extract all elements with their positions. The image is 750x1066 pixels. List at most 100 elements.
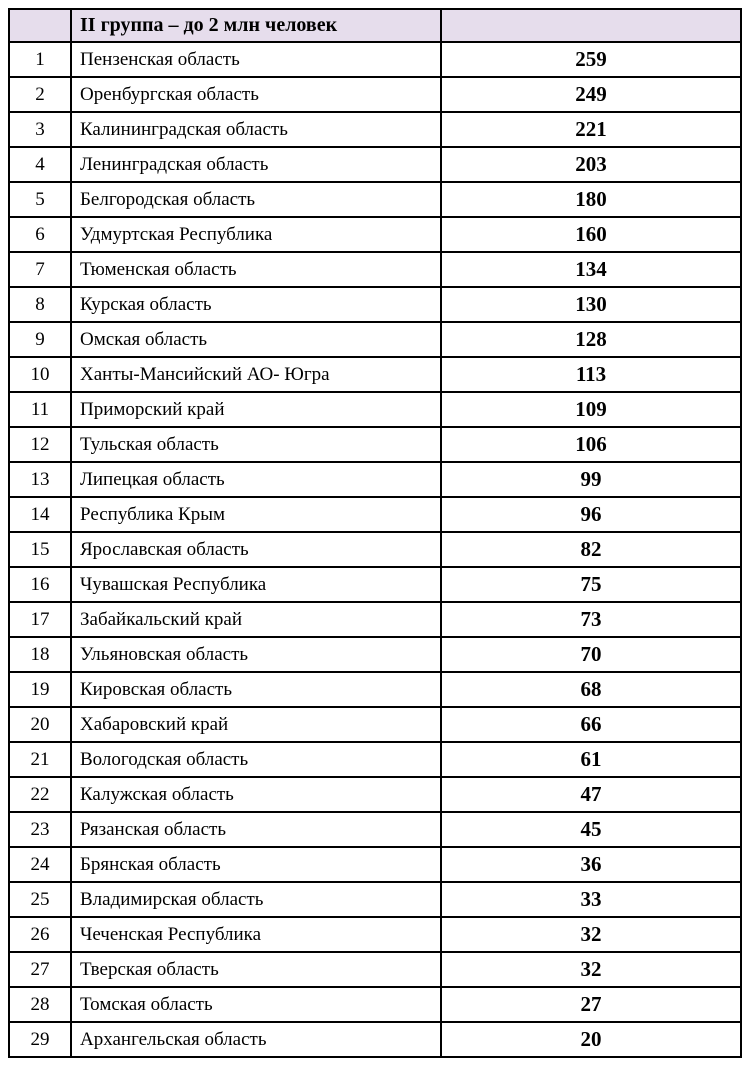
row-value: 259 bbox=[441, 42, 741, 77]
row-number: 26 bbox=[9, 917, 71, 952]
table-row: 28Томская область27 bbox=[9, 987, 741, 1022]
table-row: 21Вологодская область61 bbox=[9, 742, 741, 777]
row-number: 3 bbox=[9, 112, 71, 147]
row-value: 160 bbox=[441, 217, 741, 252]
row-region-name: Тульская область bbox=[71, 427, 441, 462]
row-number: 21 bbox=[9, 742, 71, 777]
table-row: 27Тверская область32 bbox=[9, 952, 741, 987]
table-row: 8Курская область130 bbox=[9, 287, 741, 322]
row-number: 27 bbox=[9, 952, 71, 987]
row-value: 109 bbox=[441, 392, 741, 427]
row-number: 29 bbox=[9, 1022, 71, 1057]
table-row: 16Чувашская Республика75 bbox=[9, 567, 741, 602]
row-region-name: Тверская область bbox=[71, 952, 441, 987]
table-row: 4Ленинградская область203 bbox=[9, 147, 741, 182]
row-value: 82 bbox=[441, 532, 741, 567]
row-region-name: Чеченская Республика bbox=[71, 917, 441, 952]
table-body: II группа – до 2 млн человек 1Пензенская… bbox=[9, 9, 741, 1057]
row-region-name: Кировская область bbox=[71, 672, 441, 707]
row-value: 27 bbox=[441, 987, 741, 1022]
row-number: 24 bbox=[9, 847, 71, 882]
row-region-name: Оренбургская область bbox=[71, 77, 441, 112]
header-value-cell bbox=[441, 9, 741, 42]
table-row: 1Пензенская область259 bbox=[9, 42, 741, 77]
row-value: 47 bbox=[441, 777, 741, 812]
table-row: 20Хабаровский край66 bbox=[9, 707, 741, 742]
row-region-name: Владимирская область bbox=[71, 882, 441, 917]
header-num-cell bbox=[9, 9, 71, 42]
row-region-name: Томская область bbox=[71, 987, 441, 1022]
table-row: 11Приморский край109 bbox=[9, 392, 741, 427]
row-value: 61 bbox=[441, 742, 741, 777]
row-region-name: Забайкальский край bbox=[71, 602, 441, 637]
row-number: 19 bbox=[9, 672, 71, 707]
row-value: 20 bbox=[441, 1022, 741, 1057]
row-region-name: Республика Крым bbox=[71, 497, 441, 532]
row-region-name: Приморский край bbox=[71, 392, 441, 427]
row-value: 45 bbox=[441, 812, 741, 847]
table-row: 26Чеченская Республика32 bbox=[9, 917, 741, 952]
table-row: 22Калужская область47 bbox=[9, 777, 741, 812]
table-row: 18Ульяновская область70 bbox=[9, 637, 741, 672]
table-row: 17Забайкальский край73 bbox=[9, 602, 741, 637]
row-region-name: Тюменская область bbox=[71, 252, 441, 287]
header-title-cell: II группа – до 2 млн человек bbox=[71, 9, 441, 42]
table-row: 23Рязанская область45 bbox=[9, 812, 741, 847]
row-region-name: Калининградская область bbox=[71, 112, 441, 147]
table-row: 12Тульская область106 bbox=[9, 427, 741, 462]
row-value: 96 bbox=[441, 497, 741, 532]
row-value: 113 bbox=[441, 357, 741, 392]
table-row: 6Удмуртская Республика160 bbox=[9, 217, 741, 252]
row-region-name: Пензенская область bbox=[71, 42, 441, 77]
row-number: 17 bbox=[9, 602, 71, 637]
table-row: 19Кировская область68 bbox=[9, 672, 741, 707]
row-number: 6 bbox=[9, 217, 71, 252]
table-row: 9Омская область128 bbox=[9, 322, 741, 357]
table-row: 5Белгородская область180 bbox=[9, 182, 741, 217]
table-row: 14Республика Крым96 bbox=[9, 497, 741, 532]
row-region-name: Белгородская область bbox=[71, 182, 441, 217]
row-number: 13 bbox=[9, 462, 71, 497]
row-value: 130 bbox=[441, 287, 741, 322]
row-value: 128 bbox=[441, 322, 741, 357]
row-region-name: Вологодская область bbox=[71, 742, 441, 777]
row-value: 99 bbox=[441, 462, 741, 497]
row-region-name: Ярославская область bbox=[71, 532, 441, 567]
row-value: 106 bbox=[441, 427, 741, 462]
row-value: 36 bbox=[441, 847, 741, 882]
table-row: 13Липецкая область99 bbox=[9, 462, 741, 497]
row-value: 32 bbox=[441, 917, 741, 952]
table-header-row: II группа – до 2 млн человек bbox=[9, 9, 741, 42]
row-value: 73 bbox=[441, 602, 741, 637]
regions-table: II группа – до 2 млн человек 1Пензенская… bbox=[8, 8, 742, 1058]
row-region-name: Омская область bbox=[71, 322, 441, 357]
row-value: 68 bbox=[441, 672, 741, 707]
row-value: 221 bbox=[441, 112, 741, 147]
row-region-name: Хабаровский край bbox=[71, 707, 441, 742]
row-number: 18 bbox=[9, 637, 71, 672]
row-number: 2 bbox=[9, 77, 71, 112]
row-number: 28 bbox=[9, 987, 71, 1022]
row-number: 4 bbox=[9, 147, 71, 182]
row-value: 32 bbox=[441, 952, 741, 987]
table-row: 15Ярославская область82 bbox=[9, 532, 741, 567]
row-number: 14 bbox=[9, 497, 71, 532]
row-value: 203 bbox=[441, 147, 741, 182]
row-region-name: Рязанская область bbox=[71, 812, 441, 847]
table-row: 25Владимирская область33 bbox=[9, 882, 741, 917]
table-row: 3Калининградская область221 bbox=[9, 112, 741, 147]
row-number: 25 bbox=[9, 882, 71, 917]
row-region-name: Липецкая область bbox=[71, 462, 441, 497]
row-value: 66 bbox=[441, 707, 741, 742]
row-region-name: Брянская область bbox=[71, 847, 441, 882]
row-number: 10 bbox=[9, 357, 71, 392]
row-number: 15 bbox=[9, 532, 71, 567]
row-region-name: Чувашская Республика bbox=[71, 567, 441, 602]
row-region-name: Архангельская область bbox=[71, 1022, 441, 1057]
row-number: 12 bbox=[9, 427, 71, 462]
table-row: 7Тюменская область134 bbox=[9, 252, 741, 287]
row-value: 75 bbox=[441, 567, 741, 602]
table-row: 29Архангельская область20 bbox=[9, 1022, 741, 1057]
row-region-name: Ульяновская область bbox=[71, 637, 441, 672]
row-value: 33 bbox=[441, 882, 741, 917]
